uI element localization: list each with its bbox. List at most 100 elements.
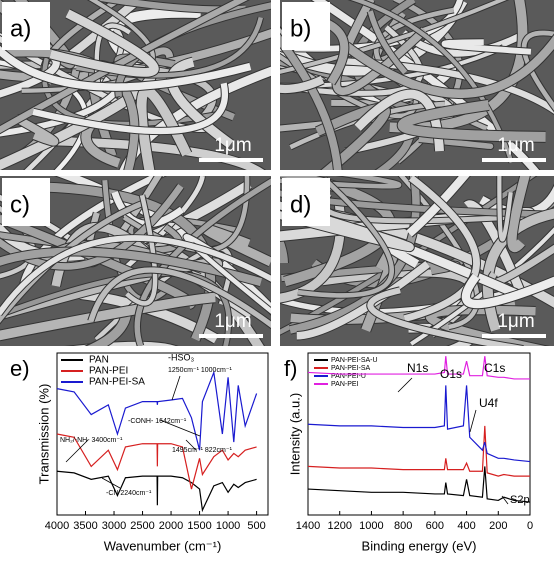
scale-bar-label: 1μm bbox=[497, 311, 534, 332]
legend-label: PAN-PEI bbox=[331, 381, 359, 388]
x-tick-label: 3000 bbox=[102, 520, 126, 532]
x-tick-label: 200 bbox=[489, 520, 507, 532]
series-line bbox=[56, 433, 257, 490]
scale-bar-label: 1μm bbox=[214, 135, 251, 156]
x-tick-label: 1500 bbox=[187, 520, 211, 532]
annotation: -CN 2240cm⁻¹ bbox=[106, 490, 152, 497]
fiber bbox=[289, 176, 420, 334]
x-tick-label: 600 bbox=[426, 520, 444, 532]
panel-label: f) bbox=[284, 356, 297, 381]
panel-label: c) bbox=[10, 191, 30, 218]
annotation: -CONH- 1642cm⁻¹ bbox=[128, 418, 187, 425]
fiber bbox=[32, 82, 229, 135]
series-line bbox=[307, 385, 531, 463]
x-tick-label: 1000 bbox=[216, 520, 240, 532]
legend-label: PAN-PEI-U bbox=[331, 373, 366, 380]
fiber bbox=[111, 191, 184, 228]
fiber bbox=[507, 176, 530, 253]
fiber bbox=[367, 10, 408, 75]
x-tick-label: 2500 bbox=[130, 520, 154, 532]
x-tick-label: 3500 bbox=[73, 520, 97, 532]
x-tick-label: 2000 bbox=[159, 520, 183, 532]
annotation: -HSO₃ bbox=[168, 352, 195, 362]
y-axis-title: Intensity (a.u.) bbox=[287, 393, 302, 475]
x-tick-label: 800 bbox=[394, 520, 412, 532]
fiber bbox=[280, 232, 288, 264]
annotation: C1s bbox=[484, 361, 505, 375]
fiber bbox=[88, 267, 271, 329]
fiber bbox=[0, 184, 184, 270]
legend-label: PAN-PEI bbox=[89, 366, 128, 377]
legend-label: PAN bbox=[89, 355, 109, 366]
scale-bar-label: 1μm bbox=[497, 135, 534, 156]
panel-label: a) bbox=[10, 15, 31, 42]
y-axis-title: Transmission (%) bbox=[36, 384, 51, 485]
fiber bbox=[280, 201, 414, 252]
fiber-shadow bbox=[64, 340, 179, 346]
series-line bbox=[56, 370, 258, 451]
arrow bbox=[397, 377, 413, 393]
arrow bbox=[469, 409, 477, 433]
fiber bbox=[0, 45, 252, 91]
fiber bbox=[48, 136, 265, 170]
scale-bar-label: 1μm bbox=[214, 311, 251, 332]
fiber bbox=[521, 30, 554, 111]
fiber bbox=[73, 341, 176, 346]
x-tick-label: 1200 bbox=[327, 520, 351, 532]
panel-label-box bbox=[282, 178, 330, 226]
arrow bbox=[185, 439, 197, 451]
fiber bbox=[441, 39, 532, 55]
fiber bbox=[19, 176, 165, 287]
annotation: N1s bbox=[407, 361, 428, 375]
fiber bbox=[49, 9, 159, 77]
fiber bbox=[167, 57, 234, 149]
sem-image bbox=[280, 0, 554, 170]
fiber bbox=[418, 136, 494, 149]
panel-label-box bbox=[282, 2, 330, 50]
arrow bbox=[101, 477, 121, 489]
fiber bbox=[136, 86, 192, 170]
panel-label-box bbox=[2, 178, 50, 226]
fiber bbox=[297, 177, 395, 298]
annotation: NH₂/-NH- 3400cm⁻¹ bbox=[60, 437, 123, 444]
annotation: S2p bbox=[510, 494, 530, 506]
x-tick-label: 1400 bbox=[296, 520, 320, 532]
plot-frame bbox=[307, 352, 531, 516]
fiber bbox=[461, 273, 554, 309]
fiber bbox=[0, 60, 88, 170]
x-axis-title: Binding energy (eV) bbox=[362, 538, 477, 553]
fiber bbox=[403, 176, 480, 323]
arrow bbox=[171, 375, 181, 401]
fiber bbox=[397, 100, 546, 142]
x-tick-label: 1000 bbox=[359, 520, 383, 532]
x-tick-label: 4000 bbox=[45, 520, 69, 532]
legend-label: PAN-PEI-SA-U bbox=[331, 357, 378, 364]
x-tick-label: 500 bbox=[247, 520, 265, 532]
fiber bbox=[350, 0, 514, 164]
fiber bbox=[343, 34, 554, 98]
series-line bbox=[307, 356, 530, 380]
fiber bbox=[280, 45, 505, 88]
fiber bbox=[367, 287, 524, 346]
annotation: 1495cm⁻¹ 822cm⁻¹ bbox=[172, 447, 233, 454]
fiber bbox=[13, 114, 59, 146]
panel-label-box bbox=[2, 2, 50, 50]
fiber bbox=[125, 194, 158, 306]
annotation: 1250cm⁻¹ 1000cm⁻¹ bbox=[168, 367, 232, 374]
annotation: U4f bbox=[479, 396, 498, 410]
annotation: O1s bbox=[440, 367, 462, 381]
sem-image bbox=[0, 176, 271, 346]
fiber bbox=[409, 227, 554, 346]
x-tick-label: 0 bbox=[527, 520, 533, 532]
arrow bbox=[159, 419, 201, 437]
panel-label: d) bbox=[290, 191, 311, 218]
fiber bbox=[280, 34, 342, 170]
legend-label: PAN-PEI-SA bbox=[331, 365, 370, 372]
series-line bbox=[56, 470, 257, 513]
fiber bbox=[296, 261, 430, 340]
panel-label: e) bbox=[10, 356, 30, 381]
panel-label: b) bbox=[290, 15, 311, 42]
series-line bbox=[307, 466, 531, 503]
series-line bbox=[307, 425, 530, 477]
